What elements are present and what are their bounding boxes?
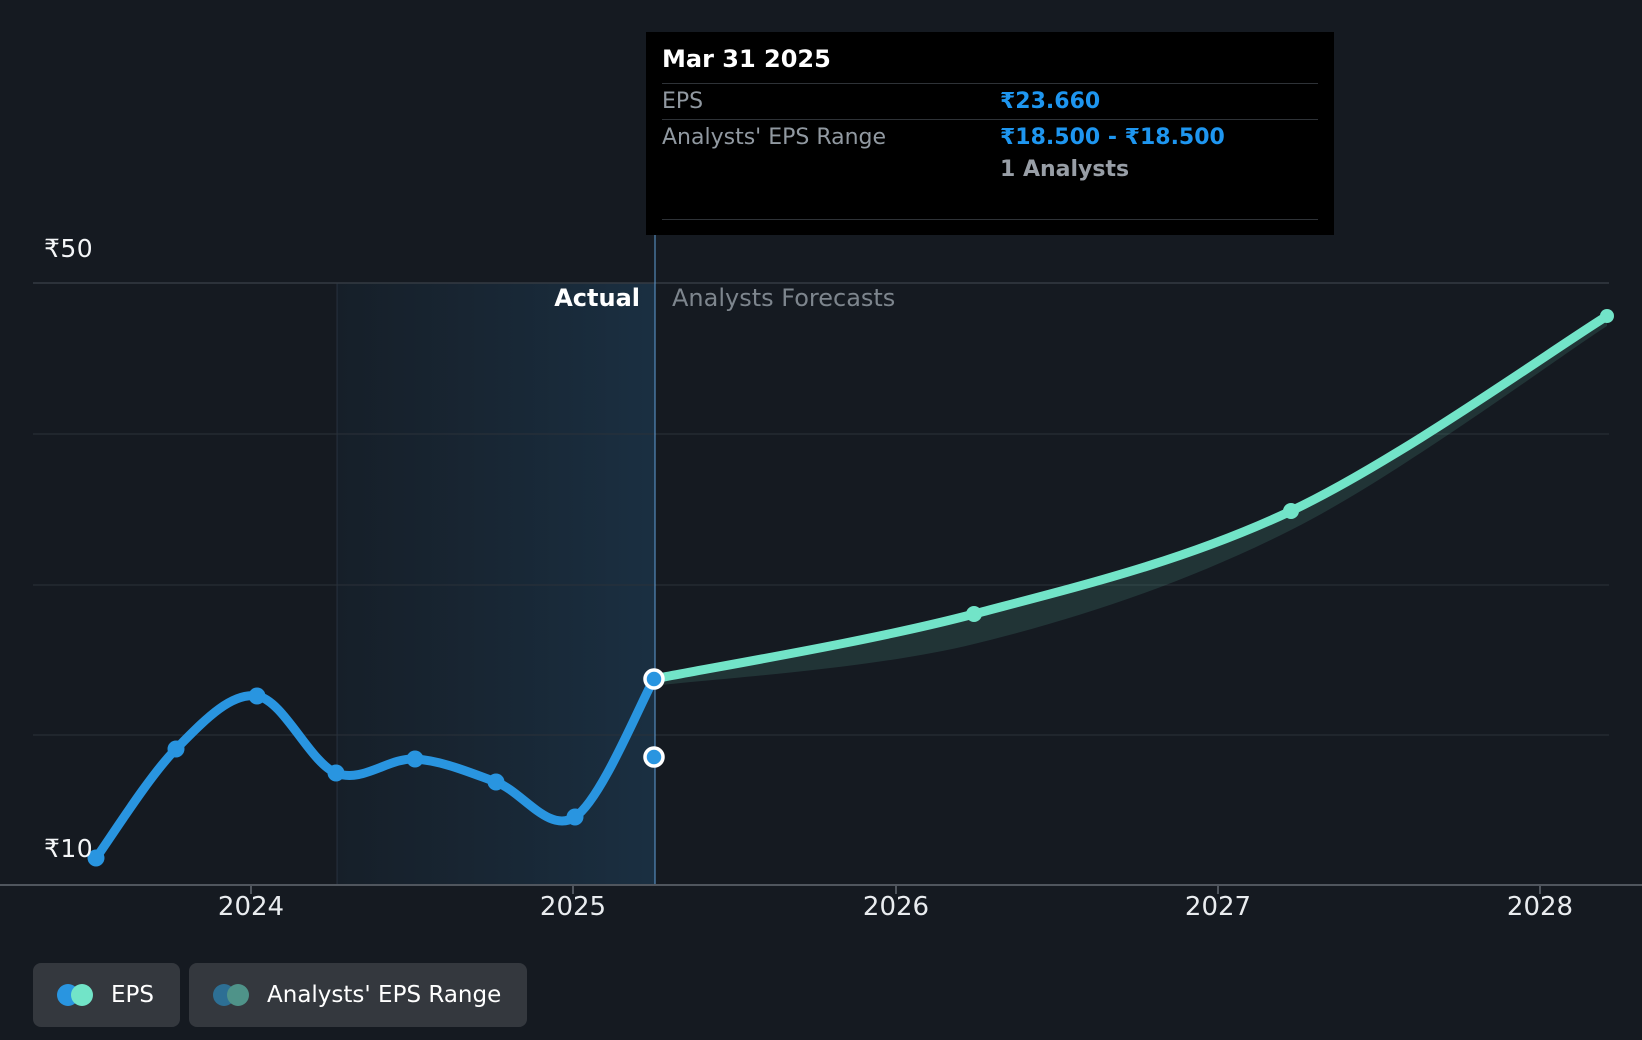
eps-data-point[interactable] — [167, 740, 185, 758]
x-axis-label-2025: 2025 — [539, 892, 607, 922]
eps-series-icon — [57, 983, 95, 1007]
eps-data-point[interactable] — [487, 773, 505, 791]
tooltip-divider — [662, 83, 1318, 84]
eps-data-point[interactable] — [87, 849, 105, 867]
tooltip-range-value: ₹18.500 - ₹18.500 — [1000, 125, 1225, 150]
tooltip-bottom-divider — [662, 219, 1318, 220]
tooltip-eps-label: EPS — [662, 89, 704, 114]
x-axis-label-2026: 2026 — [862, 892, 930, 922]
eps-data-point[interactable] — [327, 764, 345, 782]
legend-item-eps[interactable]: EPS — [33, 963, 181, 1027]
legend-eps-label: EPS — [111, 982, 155, 1008]
eps-data-point[interactable] — [406, 750, 424, 768]
legend-range-label: Analysts' EPS Range — [267, 982, 502, 1008]
tooltip: Mar 31 2025 EPS ₹23.660 Analysts' EPS Ra… — [646, 32, 1334, 235]
forecast-data-point[interactable] — [966, 606, 982, 622]
y-axis-label-50: ₹50 — [44, 234, 94, 263]
tooltip-row-eps: EPS ₹23.660 — [646, 84, 1334, 119]
eps-forecast-line — [649, 311, 1612, 684]
tooltip-eps-value: ₹23.660 — [1000, 89, 1101, 114]
forecast-data-point[interactable] — [1283, 503, 1299, 519]
tooltip-range-label: Analysts' EPS Range — [662, 125, 887, 150]
selected-range-point[interactable] — [643, 746, 665, 768]
legend: EPS Analysts' EPS Range — [33, 963, 528, 1027]
actual-label: Actual — [554, 284, 640, 312]
tooltip-analysts-count: 1 Analysts — [1000, 157, 1130, 182]
selected-eps-point[interactable] — [643, 668, 665, 690]
x-axis-label-2024: 2024 — [217, 892, 285, 922]
tooltip-date: Mar 31 2025 — [662, 45, 831, 73]
eps-data-point[interactable] — [248, 687, 266, 705]
y-axis-label-10: ₹10 — [44, 834, 94, 863]
x-axis-label-2028: 2028 — [1506, 892, 1574, 922]
x-axis-label-2027: 2027 — [1184, 892, 1252, 922]
eps-data-point[interactable] — [566, 808, 584, 826]
analysts-forecasts-label: Analysts Forecasts — [672, 284, 896, 312]
forecast-end-point[interactable] — [1600, 309, 1614, 323]
analysts-eps-range-band — [654, 316, 1607, 686]
actual-region-shading — [337, 283, 655, 885]
legend-item-analysts-eps-range[interactable]: Analysts' EPS Range — [189, 963, 528, 1027]
analysts-range-series-icon — [213, 983, 251, 1007]
tooltip-divider — [662, 119, 1318, 120]
tooltip-row-range: Analysts' EPS Range ₹18.500 - ₹18.500 — [646, 120, 1334, 155]
